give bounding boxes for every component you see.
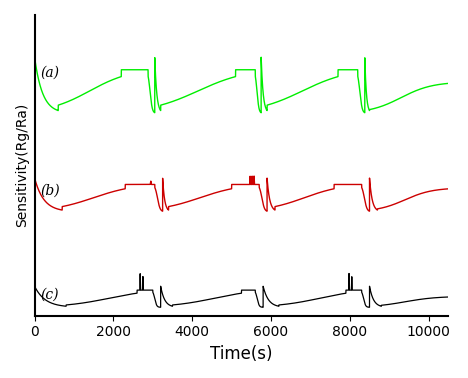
- X-axis label: Time(s): Time(s): [210, 345, 273, 363]
- Text: (a): (a): [40, 66, 59, 80]
- Text: (c): (c): [40, 288, 59, 302]
- Text: (b): (b): [40, 184, 60, 198]
- Y-axis label: Sensitivity(Rg/Ra): Sensitivity(Rg/Ra): [15, 103, 29, 228]
